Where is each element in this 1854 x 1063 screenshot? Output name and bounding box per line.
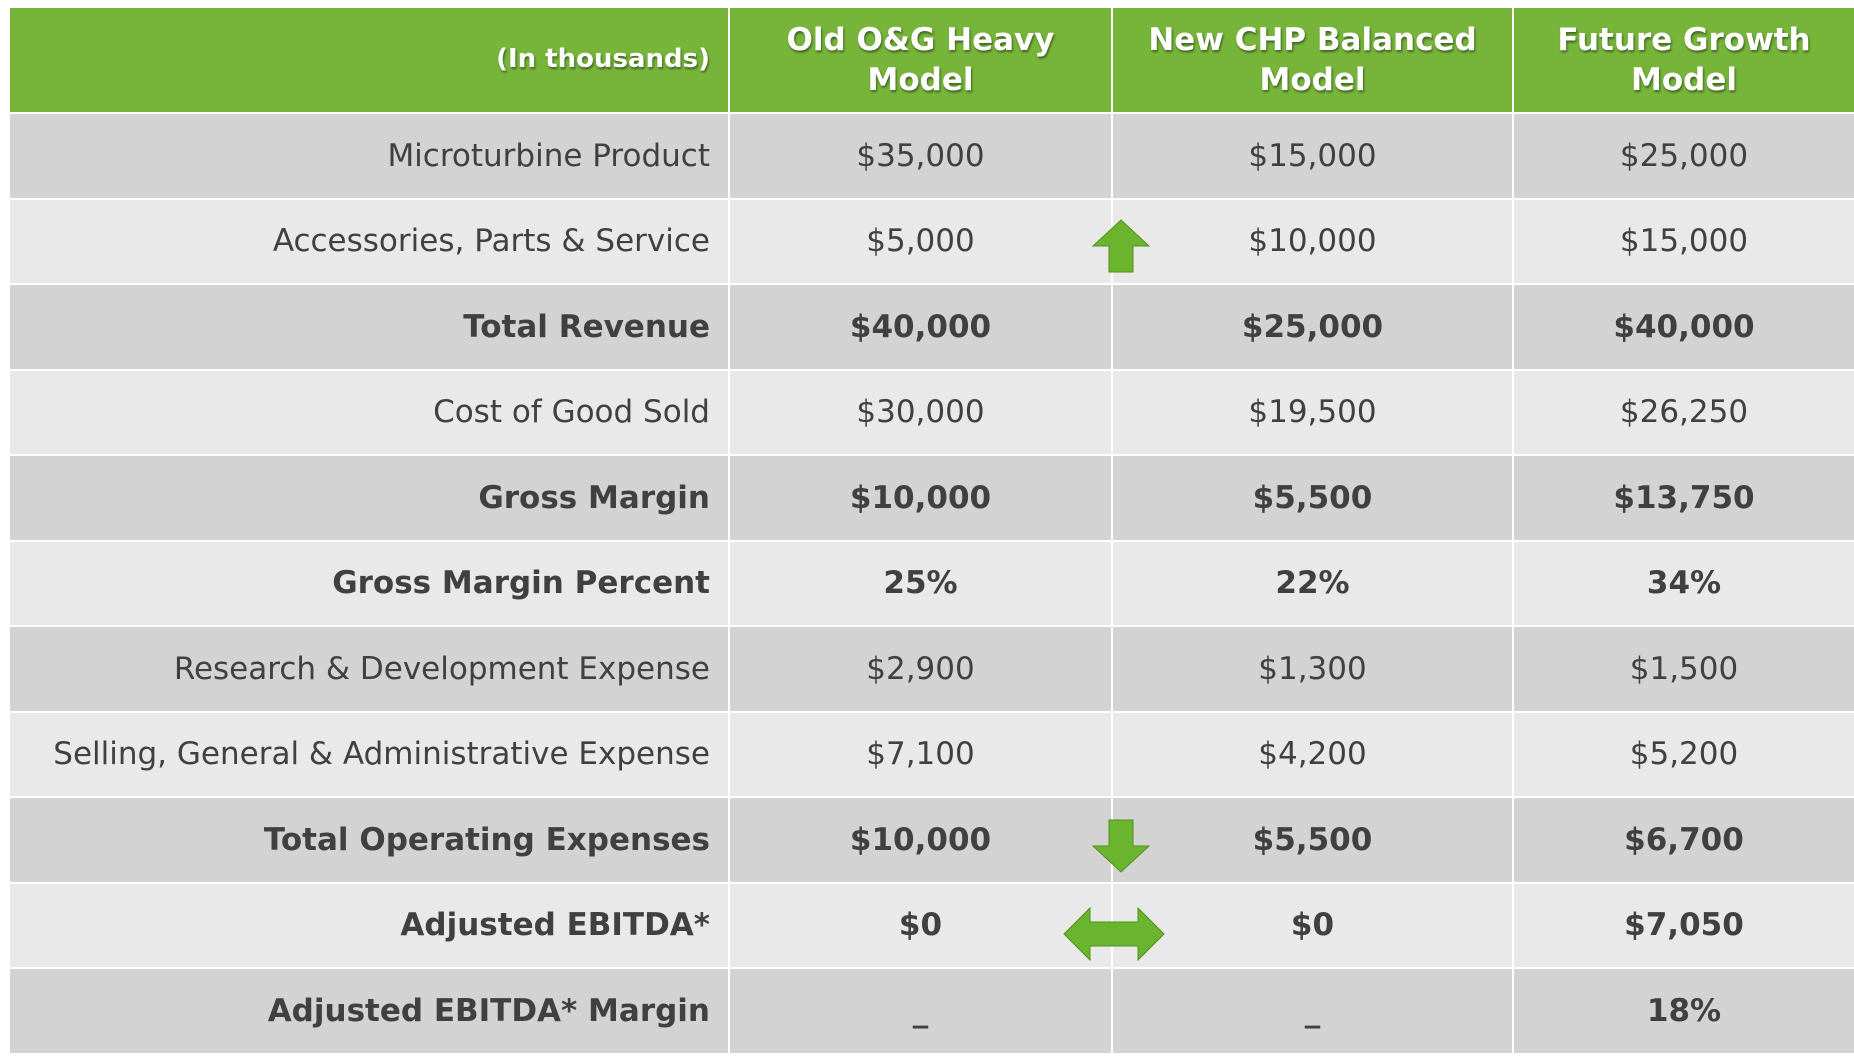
table-cell: $25,000 [1113, 285, 1512, 369]
table-cell: $40,000 [730, 285, 1111, 369]
table-cell: $35,000 [730, 114, 1111, 198]
table-cell: $10,000 [730, 456, 1111, 540]
table-cell: Adjusted EBITDA* Margin [10, 969, 728, 1053]
table-cell: Gross Margin [10, 456, 728, 540]
table-cell: $40,000 [1514, 285, 1854, 369]
table-cell: $19,500 [1113, 370, 1512, 454]
table-cell: $26,250 [1514, 370, 1854, 454]
table-cell: _ [1113, 969, 1512, 1053]
table-cell: $30,000 [730, 370, 1111, 454]
table-cell: $5,500 [1113, 798, 1512, 882]
table-cell: Total Revenue [10, 285, 728, 369]
table-cell: Gross Margin Percent [10, 541, 728, 625]
table-cell: $7,100 [730, 712, 1111, 796]
table-cell: $6,700 [1514, 798, 1854, 882]
table-cell: $2,900 [730, 627, 1111, 711]
table-cell: _ [730, 969, 1111, 1053]
table-cell: $10,000 [1113, 199, 1512, 283]
table-cell: Cost of Good Sold [10, 370, 728, 454]
table-cell: $10,000 [730, 798, 1111, 882]
table-cell: 22% [1113, 541, 1512, 625]
table-cell: Accessories, Parts & Service [10, 199, 728, 283]
table-cell: Research & Development Expense [10, 627, 728, 711]
up-arrow [1091, 219, 1151, 273]
table-cell: $5,500 [1113, 456, 1512, 540]
table-cell: $15,000 [1113, 114, 1512, 198]
table-cell: $7,050 [1514, 883, 1854, 967]
table-cell: $5,200 [1514, 712, 1854, 796]
table-cell: Total Operating Expenses [10, 798, 728, 882]
table-cell: (In thousands) [10, 8, 728, 112]
table-cell: New CHP Balanced Model [1113, 8, 1512, 112]
table-cell: $1,500 [1514, 627, 1854, 711]
table-cell: Future Growth Model [1514, 8, 1854, 112]
double-arrow [1063, 906, 1165, 962]
table-cell: $13,750 [1514, 456, 1854, 540]
table-cell: Microturbine Product [10, 114, 728, 198]
table-cell: $25,000 [1514, 114, 1854, 198]
table-cell: $4,200 [1113, 712, 1512, 796]
table-cell: $0 [730, 883, 1111, 967]
table-cell: 34% [1514, 541, 1854, 625]
table-cell: $5,000 [730, 199, 1111, 283]
table-cell: Old O&G Heavy Model [730, 8, 1111, 112]
table-cell: $15,000 [1514, 199, 1854, 283]
table-cell: 18% [1514, 969, 1854, 1053]
table-cell: Selling, General & Administrative Expens… [10, 712, 728, 796]
table-cell: $0 [1113, 883, 1512, 967]
down-arrow [1091, 819, 1151, 873]
table-cell: $1,300 [1113, 627, 1512, 711]
table-cell: Adjusted EBITDA* [10, 883, 728, 967]
table-cell: 25% [730, 541, 1111, 625]
